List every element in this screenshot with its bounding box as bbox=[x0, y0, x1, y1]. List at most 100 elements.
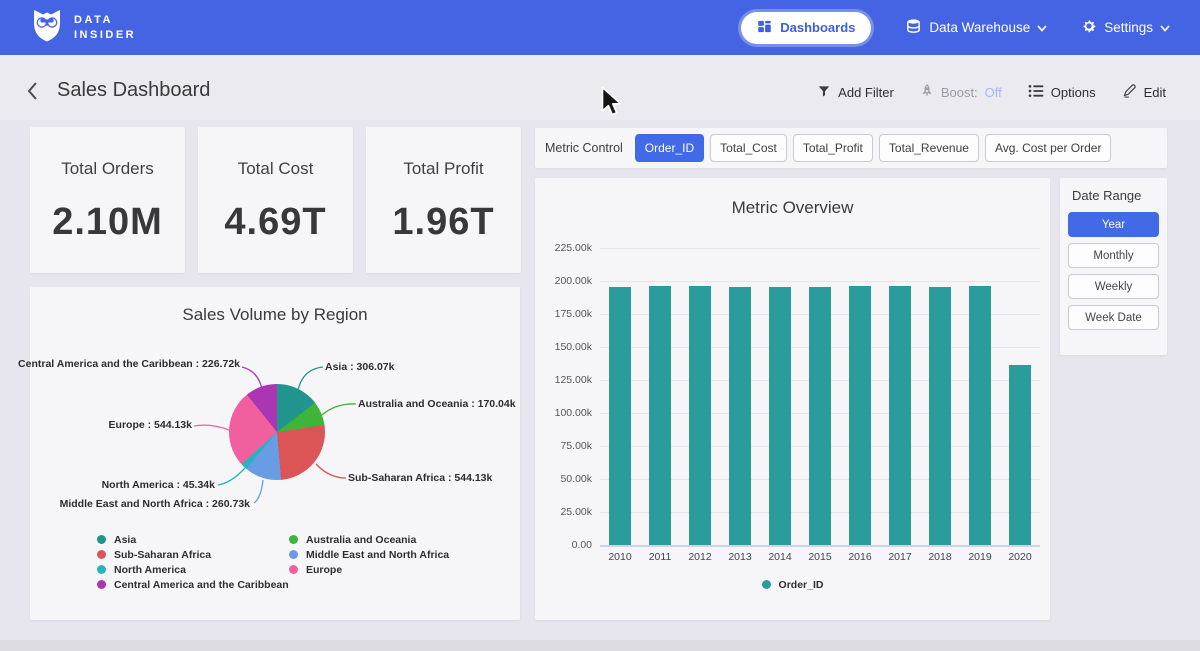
navbar: DATA INSIDER Dashboards bbox=[0, 0, 1200, 55]
pie-label-sub-saharan-africa: Sub-Saharan Africa : 544.13k bbox=[348, 472, 492, 484]
legend-item-australia-and-oceania[interactable]: Australia and Oceania bbox=[289, 532, 449, 547]
metric-control-label: Metric Control bbox=[545, 141, 623, 155]
chevron-down-icon bbox=[1160, 20, 1170, 35]
gridline bbox=[600, 545, 1040, 547]
options-label: Options bbox=[1051, 85, 1096, 100]
gear-icon bbox=[1081, 18, 1097, 37]
edit-label: Edit bbox=[1144, 85, 1166, 100]
y-axis-tick: 100.00k bbox=[535, 407, 592, 419]
page-title: Sales Dashboard bbox=[57, 79, 210, 102]
bottom-strip bbox=[0, 640, 1200, 651]
legend-label: Asia bbox=[114, 534, 136, 546]
bar-2013[interactable] bbox=[729, 287, 751, 546]
metric-overview-card: Metric Overview 0.0025.00k50.00k75.00k10… bbox=[535, 178, 1050, 620]
legend-label: Order_ID bbox=[779, 579, 824, 591]
legend-item-asia[interactable]: Asia bbox=[97, 532, 289, 547]
metric-chip-total-revenue[interactable]: Total_Revenue bbox=[879, 134, 979, 162]
metric-chip-total-cost[interactable]: Total_Cost bbox=[710, 134, 787, 162]
pie-label-middle-east-and-north-africa: Middle East and North Africa : 260.73k bbox=[60, 498, 250, 510]
x-axis-label-2011: 2011 bbox=[640, 551, 680, 563]
y-axis-tick: 150.00k bbox=[535, 341, 592, 353]
bar-2016[interactable] bbox=[849, 286, 871, 545]
legend-label: North America bbox=[114, 564, 186, 576]
bar-2015[interactable] bbox=[809, 287, 831, 545]
bar-2018[interactable] bbox=[929, 287, 951, 546]
y-axis-tick: 75.00k bbox=[535, 440, 592, 452]
metric-chips: Order_IDTotal_CostTotal_ProfitTotal_Reve… bbox=[635, 134, 1112, 162]
legend-dot bbox=[289, 535, 298, 544]
header-actions: Add Filter Boost: Off Options bbox=[817, 83, 1166, 101]
x-axis-label-2012: 2012 bbox=[680, 551, 720, 563]
x-axis-label-2020: 2020 bbox=[1000, 551, 1040, 563]
bar-2020[interactable] bbox=[1009, 365, 1031, 545]
dashboards-button[interactable]: Dashboards bbox=[741, 12, 871, 44]
date-range-option-weekly[interactable]: Weekly bbox=[1068, 274, 1159, 299]
bar-slot bbox=[720, 248, 760, 545]
pie-label-europe: Europe : 544.13k bbox=[109, 419, 192, 431]
kpi-card-total-cost: Total Cost 4.69T bbox=[198, 127, 353, 273]
y-axis-tick: 50.00k bbox=[535, 473, 592, 485]
pie-legend-col-2: Australia and OceaniaMiddle East and Nor… bbox=[289, 532, 449, 577]
settings-label: Settings bbox=[1104, 20, 1153, 35]
bar-2012[interactable] bbox=[689, 286, 711, 546]
bar-slot bbox=[880, 248, 920, 545]
brand-line1: DATA bbox=[74, 13, 136, 28]
sales-volume-card: Sales Volume by Region Asia : 306.07kAus… bbox=[30, 287, 520, 620]
legend-item-central-america-and-the-caribbean[interactable]: Central America and the Caribbean bbox=[97, 577, 289, 592]
bar-legend: Order_ID bbox=[535, 577, 1050, 592]
settings-menu[interactable]: Settings bbox=[1081, 18, 1170, 37]
legend-item-middle-east-and-north-africa[interactable]: Middle East and North Africa bbox=[289, 547, 449, 562]
metric-chip-avg-cost-per-order[interactable]: Avg. Cost per Order bbox=[985, 134, 1112, 162]
kpi-value: 2.10M bbox=[52, 201, 163, 244]
legend-item-north-america[interactable]: North America bbox=[97, 562, 289, 577]
boost-toggle[interactable]: Boost: Off bbox=[920, 83, 1002, 101]
dashboard-grid-icon bbox=[757, 19, 772, 37]
data-warehouse-menu[interactable]: Data Warehouse bbox=[905, 18, 1047, 38]
options-button[interactable]: Options bbox=[1028, 84, 1096, 101]
dashboards-label: Dashboards bbox=[780, 20, 855, 35]
add-filter-button[interactable]: Add Filter bbox=[817, 84, 894, 101]
legend-label: Sub-Saharan Africa bbox=[114, 549, 211, 561]
x-axis-label-2015: 2015 bbox=[800, 551, 840, 563]
brand-line2: INSIDER bbox=[74, 28, 136, 43]
legend-dot bbox=[97, 550, 106, 559]
metric-chip-order-id[interactable]: Order_ID bbox=[635, 134, 704, 162]
boost-label: Boost: bbox=[941, 85, 978, 100]
pie-legend-col-1: Asia Sub-Saharan Africa North AmericaCentr… bbox=[97, 532, 289, 592]
bar-2011[interactable] bbox=[649, 286, 671, 545]
pie-label-asia: Asia : 306.07k bbox=[325, 361, 394, 373]
legend-label: Europe bbox=[306, 564, 342, 576]
metric-chip-total-profit[interactable]: Total_Profit bbox=[793, 134, 873, 162]
date-range-option-monthly[interactable]: Monthly bbox=[1068, 243, 1159, 268]
x-axis-label-2017: 2017 bbox=[880, 551, 920, 563]
bar-2010[interactable] bbox=[609, 287, 631, 546]
bar-2017[interactable] bbox=[889, 286, 911, 545]
database-icon bbox=[905, 18, 922, 38]
bar-2019[interactable] bbox=[969, 286, 991, 545]
pencil-icon bbox=[1122, 83, 1137, 101]
legend-item-europe[interactable]: Europe bbox=[289, 562, 449, 577]
metric-control-card: Metric Control Order_IDTotal_CostTotal_P… bbox=[535, 128, 1167, 168]
chevron-left-icon bbox=[26, 88, 38, 105]
brand-text: DATA INSIDER bbox=[74, 13, 136, 43]
legend-item-sub-saharan-africa[interactable]: Sub-Saharan Africa bbox=[97, 547, 289, 562]
bar-2014[interactable] bbox=[769, 287, 791, 545]
date-range-panel: Date Range YearMonthlyWeeklyWeek Date bbox=[1060, 178, 1167, 355]
bar-slot bbox=[1000, 248, 1040, 545]
add-filter-label: Add Filter bbox=[838, 85, 894, 100]
pie-chart[interactable] bbox=[229, 384, 325, 480]
pie-label-north-america: North America : 45.34k bbox=[102, 479, 215, 491]
bar-chart-title: Metric Overview bbox=[535, 198, 1050, 218]
kpi-label: Total Profit bbox=[403, 159, 483, 179]
legend-dot bbox=[762, 580, 771, 589]
bar-legend-item-order-id[interactable]: Order_ID bbox=[762, 577, 824, 592]
date-range-option-year[interactable]: Year bbox=[1068, 212, 1159, 237]
legend-dot bbox=[97, 580, 106, 589]
list-icon bbox=[1028, 84, 1044, 101]
back-button[interactable] bbox=[26, 81, 38, 106]
kpi-value: 1.96T bbox=[392, 201, 494, 244]
date-range-option-week-date[interactable]: Week Date bbox=[1068, 305, 1159, 330]
date-range-options: Year Monthly Weekly Week Date bbox=[1068, 212, 1159, 330]
filter-icon bbox=[817, 84, 831, 101]
edit-button[interactable]: Edit bbox=[1122, 83, 1166, 101]
